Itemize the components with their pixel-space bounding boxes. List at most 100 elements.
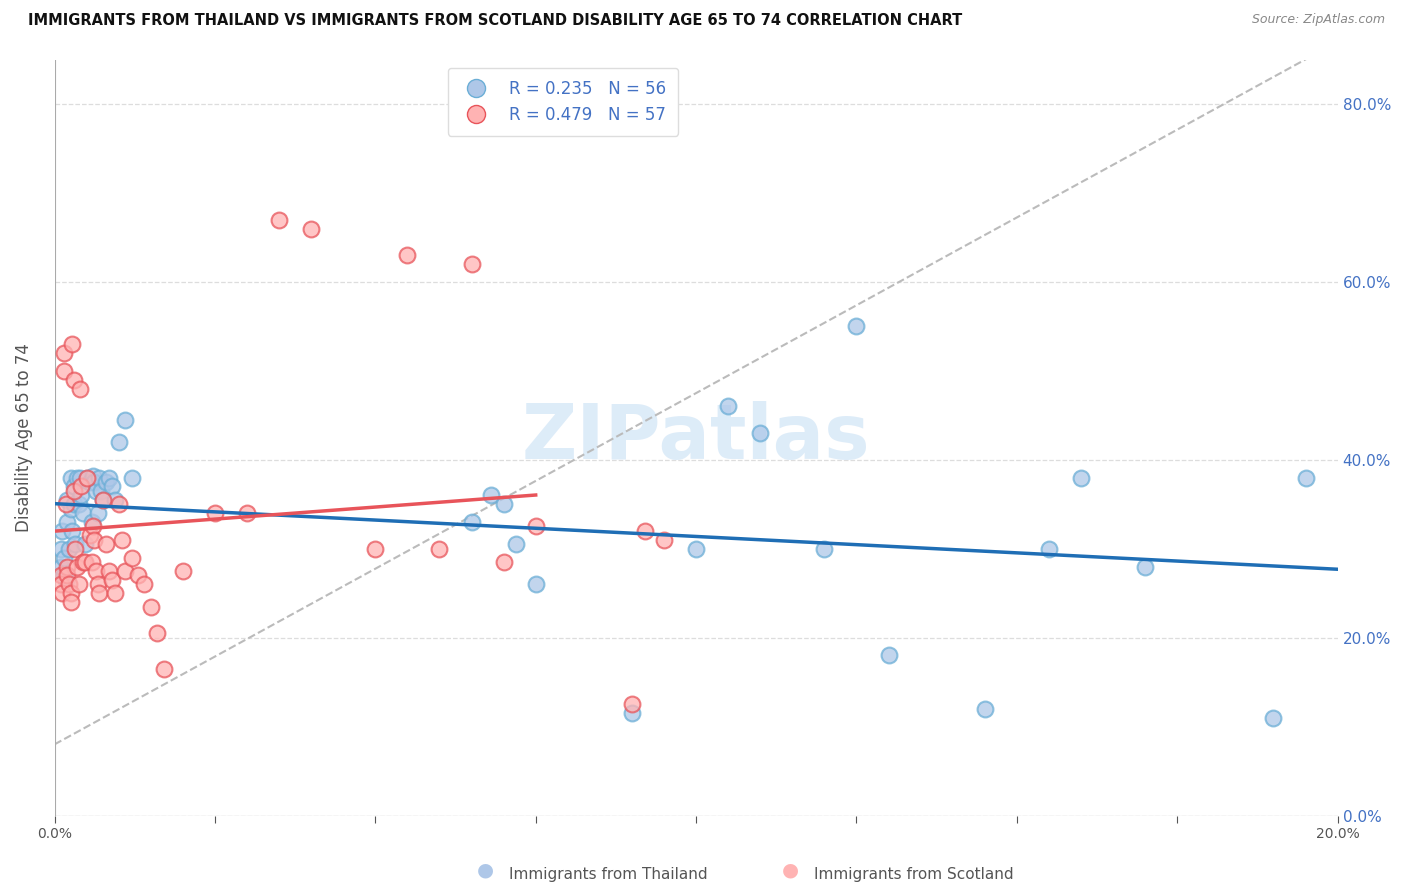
Point xyxy=(56,559,79,574)
Legend: R = 0.235   N = 56, R = 0.479   N = 57: R = 0.235 N = 56, R = 0.479 N = 57 xyxy=(447,68,678,136)
Point xyxy=(66,470,89,484)
Point xyxy=(114,564,136,578)
Point xyxy=(79,475,101,489)
Point xyxy=(58,541,80,556)
Point xyxy=(84,483,107,498)
Point xyxy=(67,577,90,591)
Point xyxy=(59,586,82,600)
Point xyxy=(1263,711,1285,725)
Point xyxy=(152,662,174,676)
Point xyxy=(134,577,156,591)
Point xyxy=(1133,559,1156,574)
Point xyxy=(749,426,772,441)
Point xyxy=(524,519,547,533)
Point xyxy=(55,573,77,587)
Point xyxy=(76,470,98,484)
Point xyxy=(53,364,76,378)
Point xyxy=(98,564,121,578)
Point xyxy=(127,568,149,582)
Point xyxy=(101,573,124,587)
Point xyxy=(84,564,107,578)
Point xyxy=(87,506,110,520)
Point xyxy=(479,488,502,502)
Point xyxy=(62,479,84,493)
Point xyxy=(62,497,84,511)
Point xyxy=(146,626,169,640)
Text: IMMIGRANTS FROM THAILAND VS IMMIGRANTS FROM SCOTLAND DISABILITY AGE 65 TO 74 COR: IMMIGRANTS FROM THAILAND VS IMMIGRANTS F… xyxy=(28,13,962,29)
Point xyxy=(49,559,72,574)
Point xyxy=(973,702,995,716)
Point xyxy=(53,346,76,360)
Point xyxy=(492,497,515,511)
Point xyxy=(82,519,104,533)
Point xyxy=(877,648,900,663)
Point xyxy=(620,698,643,712)
Text: ●: ● xyxy=(782,861,799,880)
Point xyxy=(94,537,117,551)
Point xyxy=(49,577,72,591)
Text: ●: ● xyxy=(477,861,494,880)
Point xyxy=(59,501,82,516)
Point xyxy=(53,568,76,582)
Point xyxy=(67,497,90,511)
Point xyxy=(90,483,112,498)
Point xyxy=(75,555,97,569)
Point xyxy=(72,506,94,520)
Point xyxy=(460,257,482,271)
Point xyxy=(98,470,121,484)
Point xyxy=(62,337,84,351)
Point xyxy=(49,541,72,556)
Point xyxy=(685,541,707,556)
Point xyxy=(364,541,387,556)
Point xyxy=(87,577,110,591)
Point xyxy=(89,470,111,484)
Point xyxy=(492,555,515,569)
Point xyxy=(111,533,134,547)
Point xyxy=(505,537,527,551)
Point xyxy=(172,564,194,578)
Point xyxy=(79,528,101,542)
Point xyxy=(69,470,91,484)
Point xyxy=(63,541,86,556)
Point xyxy=(49,568,72,582)
Point xyxy=(91,492,114,507)
Point xyxy=(94,475,117,489)
Point xyxy=(524,577,547,591)
Point xyxy=(813,541,835,556)
Point xyxy=(56,515,79,529)
Point xyxy=(51,586,73,600)
Point xyxy=(59,595,82,609)
Point xyxy=(652,533,675,547)
Point xyxy=(121,550,143,565)
Point xyxy=(429,541,451,556)
Point xyxy=(267,212,290,227)
Point xyxy=(70,479,93,493)
Point xyxy=(104,492,127,507)
Point xyxy=(236,506,259,520)
Point xyxy=(396,248,419,262)
Point xyxy=(1070,470,1092,484)
Text: ZIPatlas: ZIPatlas xyxy=(522,401,870,475)
Point xyxy=(204,506,226,520)
Point xyxy=(139,599,162,614)
Point xyxy=(460,515,482,529)
Point xyxy=(845,319,868,334)
Y-axis label: Disability Age 65 to 74: Disability Age 65 to 74 xyxy=(15,343,32,532)
Point xyxy=(58,577,80,591)
Point xyxy=(299,221,322,235)
Point xyxy=(83,475,105,489)
Point xyxy=(56,492,79,507)
Point xyxy=(66,559,89,574)
Point xyxy=(83,533,105,547)
Point xyxy=(76,470,98,484)
Point xyxy=(69,382,91,396)
Point xyxy=(634,524,657,538)
Point xyxy=(80,515,103,529)
Point xyxy=(62,524,84,538)
Point xyxy=(91,492,114,507)
Point xyxy=(107,435,129,450)
Point xyxy=(620,706,643,721)
Point xyxy=(101,479,124,493)
Point xyxy=(70,488,93,502)
Text: Immigrants from Thailand: Immigrants from Thailand xyxy=(509,867,707,881)
